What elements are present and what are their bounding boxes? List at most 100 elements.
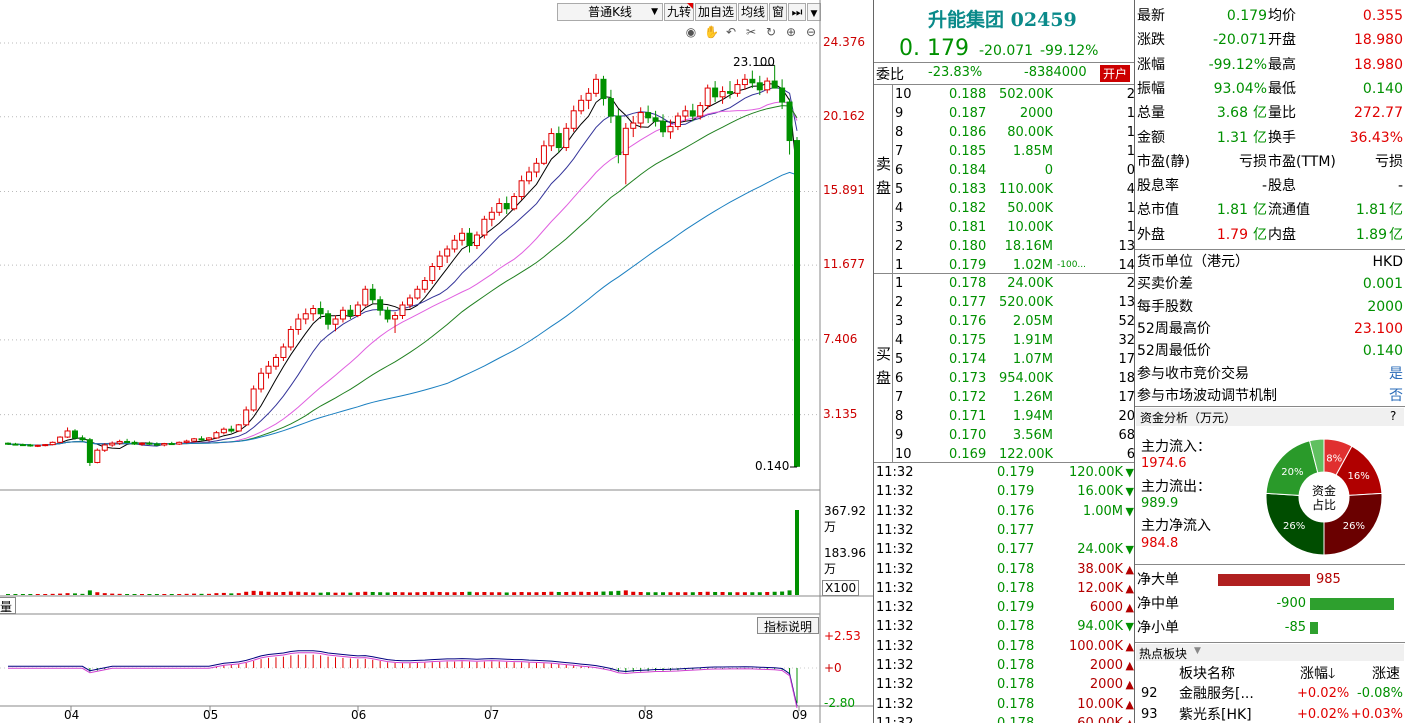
orderbook-row[interactable]: 9 0.170 3.56M 68	[893, 426, 1135, 445]
trade-row[interactable]: 11:32 0.179 6000 ▲	[875, 598, 1135, 617]
trade-row[interactable]: 11:32 0.179 16.00K ▼	[875, 482, 1135, 501]
ma-line	[7, 101, 798, 446]
wei-bi-value: -23.83%	[928, 65, 983, 80]
add-watch-button[interactable]: 加自选	[695, 3, 737, 21]
volume-bar	[541, 591, 546, 595]
candle-body	[272, 356, 279, 367]
window-button[interactable]: 窗	[769, 3, 787, 21]
trade-row[interactable]: 11:32 0.176 1.00M ▼	[875, 502, 1135, 521]
hot-col-change[interactable]: 涨幅🡓	[1300, 663, 1335, 687]
candle-body	[42, 444, 49, 447]
trade-row[interactable]: 11:32 0.179 120.00K ▼	[875, 463, 1135, 482]
volume-bar	[221, 592, 226, 595]
order-price: 0.178	[949, 276, 987, 291]
orderbook-row[interactable]: 7 0.185 1.85M 1	[893, 142, 1135, 161]
kline-type-label: 普通K线	[588, 5, 632, 19]
scissors-icon[interactable]: ✂	[745, 25, 757, 39]
macd-dif-line	[8, 650, 798, 707]
orderbook-row[interactable]: 7 0.172 1.26M 17	[893, 388, 1135, 407]
orderbook-row[interactable]: 3 0.176 2.05M 52	[893, 312, 1135, 331]
orderbook-row[interactable]: 4 0.175 1.91M 32	[893, 331, 1135, 350]
volume-bar	[683, 592, 688, 595]
trade-row[interactable]: 11:32 0.178 10.00K ▲	[875, 695, 1135, 714]
volume-bar	[705, 591, 710, 595]
orderbook-row[interactable]: 8 0.186 80.00K 1	[893, 123, 1135, 142]
stat-value: 1.81	[1216, 202, 1248, 219]
volume-tab[interactable]: 量	[0, 597, 16, 614]
nine-turn-button[interactable]: 九转	[664, 3, 694, 21]
candle-body	[161, 443, 168, 446]
hand-icon[interactable]: ✋	[704, 25, 719, 39]
orderbook-row[interactable]: 5 0.174 1.07M 17	[893, 350, 1135, 369]
candle-body	[511, 196, 518, 210]
macd-axis-bottom: -2.80	[824, 696, 856, 710]
volume-bar	[13, 594, 18, 595]
net-flow-value: -85	[1284, 620, 1306, 635]
trade-volume: 2000	[1089, 677, 1123, 693]
kline-type-select[interactable]: 普通K线 ▼	[557, 3, 663, 21]
hot-sector-row[interactable]: 93 紫光系[HK] +0.02% +0.03%	[1137, 706, 1405, 723]
candle-body	[689, 110, 696, 117]
trade-row[interactable]: 11:32 0.178 12.00K ▲	[875, 579, 1135, 598]
orderbook-row[interactable]: 9 0.187 2000 1	[893, 104, 1135, 123]
refresh-icon[interactable]: ↻	[765, 25, 777, 39]
order-count: 0	[1126, 163, 1135, 178]
stat-label: 最新	[1137, 8, 1165, 24]
orderbook-row[interactable]: 10 0.169 122.00K 6	[893, 445, 1135, 464]
trade-row[interactable]: 11:32 0.178 60.00K▲	[875, 714, 1135, 723]
candle-body	[697, 105, 704, 117]
stat-label: 开盘	[1268, 32, 1296, 49]
stat-value: 1.79	[1216, 226, 1248, 243]
volume-bar	[95, 592, 100, 595]
volume-bar	[675, 592, 680, 595]
macd-axis-top: +2.53	[824, 629, 861, 643]
candle-body	[652, 117, 659, 122]
orderbook-row[interactable]: 4 0.182 50.00K 1	[893, 199, 1135, 218]
orderbook-row[interactable]: 1 0.179 1.02M -100... 14	[893, 256, 1135, 275]
main-net-value: 984.8	[1141, 536, 1179, 551]
zoom-in-icon[interactable]: ⊕	[785, 25, 797, 39]
volume-bar	[184, 593, 189, 595]
orderbook-row[interactable]: 2 0.180 18.16M 13	[893, 237, 1135, 256]
eye-icon[interactable]: ◉	[685, 25, 697, 39]
zoom-out-icon[interactable]: ⊖	[805, 25, 817, 39]
candle-body	[786, 101, 793, 142]
orderbook-row[interactable]: 6 0.184 0 0	[893, 161, 1135, 180]
volume-bar	[422, 591, 427, 595]
orderbook-row[interactable]: 2 0.177 520.00K 13	[893, 293, 1135, 312]
open-account-button[interactable]: 开户	[1100, 65, 1131, 82]
level: 6	[895, 163, 904, 178]
trade-row[interactable]: 11:32 0.178 2000 ▲	[875, 656, 1135, 675]
step-end-button[interactable]: ⏭	[788, 3, 806, 21]
order-price: 0.179	[949, 258, 987, 273]
orderbook-row[interactable]: 6 0.173 954.00K 18	[893, 369, 1135, 388]
ma-line-button[interactable]: 均线	[738, 3, 768, 21]
fund-help-button[interactable]: ?	[1390, 409, 1397, 423]
order-volume: 1.91M	[1012, 333, 1053, 348]
orderbook-row[interactable]: 5 0.183 110.00K 4	[893, 180, 1135, 199]
donut-slice-label: 20%	[1281, 467, 1303, 478]
trade-row[interactable]: 11:32 0.177 24.00K ▼	[875, 540, 1135, 559]
trade-row[interactable]: 11:32 0.178 100.00K ▲	[875, 637, 1135, 656]
donut-center-label: 资金	[1312, 483, 1336, 498]
volume-bar	[229, 593, 234, 595]
orderbook-row[interactable]: 8 0.171 1.94M 20	[893, 407, 1135, 426]
trade-row[interactable]: 11:32 0.178 38.00K ▲	[875, 560, 1135, 579]
indicator-help-button[interactable]: 指标说明	[757, 617, 819, 634]
level: 8	[895, 409, 904, 424]
orderbook-row[interactable]: 1 0.178 24.00K 2	[893, 274, 1135, 293]
candle-body	[674, 115, 681, 128]
chevron-down-icon[interactable]: ▼	[1194, 646, 1201, 656]
hot-col-name[interactable]: 板块名称	[1179, 666, 1235, 682]
kline-chart[interactable]	[0, 0, 873, 723]
detail-row: 52周最高价 23.100	[1137, 320, 1403, 340]
trade-row[interactable]: 11:32 0.177	[875, 521, 1135, 540]
trade-row[interactable]: 11:32 0.178 2000 ▲	[875, 675, 1135, 694]
hot-sector-row[interactable]: 92 金融服务[... +0.02% -0.08%	[1137, 685, 1405, 705]
stat-row: 最新 0.179 均价 0.355	[1137, 7, 1403, 27]
orderbook-row[interactable]: 3 0.181 10.00K 1	[893, 218, 1135, 237]
hot-col-speed[interactable]: 涨速	[1372, 666, 1400, 682]
undo-icon[interactable]: ↶	[725, 25, 737, 39]
trade-row[interactable]: 11:32 0.178 94.00K ▼	[875, 617, 1135, 636]
orderbook-row[interactable]: 10 0.188 502.00K 2	[893, 85, 1135, 104]
